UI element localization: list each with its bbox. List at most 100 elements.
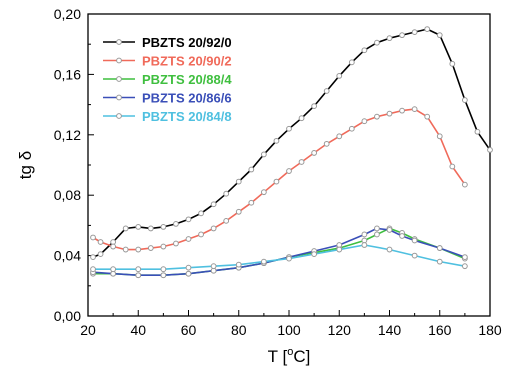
data-point xyxy=(461,97,468,103)
data-point xyxy=(386,35,393,42)
legend-label: PBZTS 20/90/2 xyxy=(142,54,232,69)
data-point xyxy=(210,263,217,270)
data-point xyxy=(90,266,96,273)
data-point xyxy=(361,118,368,125)
data-point xyxy=(311,251,318,257)
legend-item: PBZTS 20/86/6 xyxy=(103,91,232,106)
data-point xyxy=(235,261,242,268)
x-tick-label: 60 xyxy=(181,322,197,338)
x-tick-label: 160 xyxy=(428,322,452,338)
data-point xyxy=(411,29,418,36)
data-point xyxy=(311,103,318,110)
data-point xyxy=(97,251,104,257)
data-point xyxy=(235,208,242,215)
data-point xyxy=(461,181,468,188)
data-point xyxy=(298,159,305,165)
data-point xyxy=(424,113,431,120)
legend-label: PBZTS 20/92/0 xyxy=(142,35,232,50)
data-point xyxy=(185,216,192,223)
data-point xyxy=(147,245,154,251)
y-tick-label: 0,00 xyxy=(54,308,81,324)
series-line xyxy=(93,244,466,271)
data-point xyxy=(436,245,443,251)
data-point xyxy=(122,246,129,253)
data-point xyxy=(474,128,481,135)
x-tick-label: 40 xyxy=(130,322,146,338)
data-point xyxy=(286,255,292,262)
data-point xyxy=(336,246,343,253)
data-point xyxy=(90,254,96,261)
data-point xyxy=(273,178,280,185)
data-point xyxy=(424,26,431,33)
data-point xyxy=(260,189,267,196)
x-tick-label: 80 xyxy=(231,322,247,338)
series-pbzts-20-90-2 xyxy=(90,106,468,253)
legend-swatch-marker xyxy=(116,76,122,82)
data-point xyxy=(210,201,217,208)
data-point xyxy=(198,210,204,217)
data-point xyxy=(361,231,368,238)
legend-swatch-marker xyxy=(116,57,122,64)
data-point xyxy=(399,107,405,114)
data-point xyxy=(374,225,380,232)
data-point xyxy=(436,32,443,39)
data-point xyxy=(185,236,192,242)
data-point xyxy=(436,258,443,265)
y-tick-label: 0,16 xyxy=(54,66,81,82)
data-point xyxy=(160,224,167,230)
data-point xyxy=(223,190,230,197)
legend-item: PBZTS 20/88/4 xyxy=(103,72,232,87)
legend-item: PBZTS 20/92/0 xyxy=(103,35,232,50)
legend-swatch-marker xyxy=(116,113,122,119)
legend: PBZTS 20/92/0 PBZTS 20/90/2 PBZTS 20/88/4 P… xyxy=(103,35,232,124)
x-tick-label: 140 xyxy=(378,322,402,338)
data-point xyxy=(260,258,267,265)
x-tick-label: 180 xyxy=(478,322,502,338)
data-point xyxy=(323,140,330,147)
data-point xyxy=(185,270,192,277)
data-point xyxy=(147,225,154,232)
data-point xyxy=(185,264,192,271)
data-point xyxy=(135,224,142,230)
y-tick-label: 0,04 xyxy=(54,248,81,264)
legend-label: PBZTS 20/88/4 xyxy=(142,72,232,87)
data-point xyxy=(110,266,117,273)
y-tick-label: 0,20 xyxy=(54,6,81,22)
y-tick-label: 0,12 xyxy=(54,127,81,143)
data-point xyxy=(298,115,305,122)
data-point xyxy=(348,59,355,66)
x-tick-label: 100 xyxy=(277,322,301,338)
legend-swatch-marker xyxy=(116,94,122,101)
data-point xyxy=(336,73,343,79)
series-pbzts-20-92-0 xyxy=(90,26,493,261)
y-axis-title: tg δ xyxy=(16,151,35,179)
data-point xyxy=(386,110,393,117)
data-point xyxy=(374,113,380,120)
series-line xyxy=(93,227,466,277)
data-point xyxy=(160,266,167,273)
data-point xyxy=(135,246,142,253)
data-point xyxy=(374,39,380,46)
axis-ticks xyxy=(87,13,491,317)
data-point xyxy=(374,231,380,238)
data-point xyxy=(160,243,167,250)
data-point xyxy=(436,133,443,140)
data-point xyxy=(223,217,230,224)
data-point xyxy=(411,237,418,244)
data-point xyxy=(361,242,368,248)
data-point xyxy=(286,168,292,174)
data-point xyxy=(122,225,129,232)
series-layer xyxy=(90,26,493,279)
data-point xyxy=(90,234,96,241)
data-point xyxy=(311,150,318,156)
legend-swatch-marker xyxy=(116,39,122,45)
data-point xyxy=(386,227,393,233)
data-point xyxy=(411,106,418,113)
data-point xyxy=(173,240,179,247)
data-point xyxy=(248,166,255,173)
x-axis-title: T [oC] xyxy=(268,346,311,366)
legend-item: PBZTS 20/90/2 xyxy=(103,54,232,69)
data-point xyxy=(399,32,405,39)
data-point xyxy=(361,47,368,54)
